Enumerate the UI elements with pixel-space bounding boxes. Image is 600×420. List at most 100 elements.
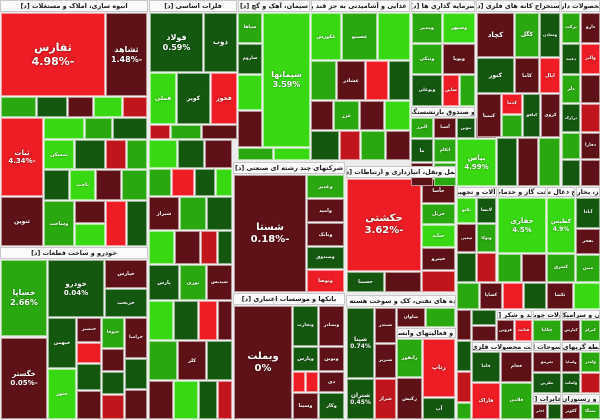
stock-tile[interactable] [581,75,600,103]
stock-tile[interactable] [202,125,237,139]
stock-tile[interactable]: کشرق [547,254,575,282]
stock-tile[interactable] [497,138,517,186]
stock-tile[interactable] [205,140,232,168]
stock-tile[interactable]: فولاد 0.59% [150,13,203,72]
stock-tile[interactable] [498,254,521,282]
sector-header[interactable]: بانکها و موسسات اعتباری [د] [233,293,345,305]
stock-tile[interactable]: اخابر [533,404,547,419]
stock-tile[interactable] [460,75,475,106]
sector-header[interactable]: ماشین آلات و تجهیزات [د] [457,187,497,197]
stock-tile[interactable]: رانفور [397,339,422,377]
stock-tile[interactable]: نمرینو [533,352,561,372]
stock-tile[interactable] [389,61,410,100]
sector-header[interactable]: عرضه برق، گاز، بخار و آب گرم [د] [576,187,600,197]
stock-tile[interactable]: وبوعلی [412,75,442,106]
stock-tile[interactable]: ثبات -4.34% [1,118,43,196]
stock-tile[interactable]: ونیکی [412,44,442,74]
stock-tile[interactable] [75,224,105,246]
stock-tile[interactable]: وتوکا [477,224,496,252]
stock-tile[interactable]: کیمیا [477,94,501,137]
stock-tile[interactable]: وغدیر [307,175,344,198]
stock-tile[interactable]: ذوب [204,13,237,72]
sector-header[interactable]: سیمان، آهک و گچ [د] [238,0,310,12]
stock-tile[interactable]: آپ [423,398,455,419]
stock-tile[interactable]: شتران 0.45% [347,379,374,419]
sector-header[interactable]: کاشی و سرامیک [د] [562,310,600,319]
stock-tile[interactable]: فملی [150,73,176,124]
stock-tile[interactable] [581,104,600,132]
stock-tile[interactable]: لابسا [477,198,496,223]
stock-tile[interactable] [106,140,126,169]
stock-tile[interactable] [581,373,600,393]
stock-tile[interactable] [311,131,339,160]
stock-tile[interactable] [149,140,177,168]
stock-tile[interactable]: قثابت [515,320,532,341]
stock-tile[interactable] [102,395,124,419]
sector-header[interactable]: هتل و رستوران [د] [562,394,600,403]
stock-tile[interactable] [75,140,105,169]
stock-tile[interactable]: بپاس 4.99% [457,139,496,186]
stock-tile[interactable]: حفاری 4.5% [498,198,546,253]
sector-header[interactable]: استخراج نفت گاز و خدمات جنبی [د] [498,187,546,197]
stock-tile[interactable]: البرز [411,118,433,138]
stock-tile[interactable]: درازک [562,104,580,132]
stock-tile[interactable]: ولملت [562,373,580,393]
stock-tile[interactable] [149,231,174,264]
stock-tile[interactable]: وکار [319,393,344,419]
stock-tile[interactable] [218,381,232,419]
stock-tile[interactable] [127,201,147,246]
stock-tile[interactable]: بفجر [576,229,600,254]
stock-tile[interactable]: دلر [562,75,580,103]
stock-tile[interactable]: دارو [581,13,600,43]
stock-tile[interactable] [174,381,198,419]
stock-tile[interactable] [472,326,496,341]
stock-tile[interactable] [238,75,262,110]
stock-tile[interactable]: خپارس [105,260,147,288]
stock-tile[interactable]: وبملت 0% [234,306,292,419]
stock-tile[interactable] [216,169,232,196]
stock-tile[interactable]: غکورش [311,13,341,60]
stock-tile[interactable] [127,140,147,169]
stock-tile[interactable]: خبهمن [48,318,76,368]
stock-tile[interactable]: ختوقا [102,318,124,348]
stock-tile[interactable] [122,170,147,200]
stock-tile[interactable] [218,231,232,264]
stock-tile[interactable] [44,170,69,200]
stock-tile[interactable]: ونوین [319,347,344,371]
stock-tile[interactable]: وساخت [44,201,74,246]
stock-tile[interactable]: پارس [149,265,179,300]
stock-tile[interactable]: ثاخت [70,170,95,200]
stock-tile[interactable] [149,341,177,380]
stock-tile[interactable]: غصینو [342,13,377,60]
stock-tile[interactable] [44,118,84,139]
stock-tile[interactable]: ثفارس -4.98% [1,13,105,96]
stock-tile[interactable] [85,118,112,139]
stock-tile[interactable]: شبریز [375,344,396,378]
stock-tile[interactable]: خنصیر [77,318,101,342]
stock-tile[interactable] [171,125,201,139]
stock-tile[interactable]: وصندوق [307,247,344,269]
stock-tile[interactable] [123,97,147,117]
stock-tile[interactable]: تکنو [457,198,476,223]
stock-tile[interactable] [77,364,101,390]
stock-tile[interactable] [386,131,410,160]
stock-tile[interactable]: اتکام [434,139,456,162]
stock-tile[interactable] [150,125,170,139]
stock-tile[interactable]: تپمپی [457,224,476,252]
stock-tile[interactable]: حکشتی -3.62% [347,179,421,271]
stock-tile[interactable]: تنوین [457,118,475,138]
stock-tile[interactable]: وتجارت [293,306,318,346]
stock-tile[interactable] [366,61,388,100]
stock-tile[interactable]: رکیش [397,378,422,419]
stock-tile[interactable]: شپدیس [207,265,232,300]
stock-tile[interactable] [238,148,273,160]
stock-tile[interactable] [361,131,385,160]
stock-tile[interactable]: وسینا [293,393,318,419]
stock-tile[interactable]: دفارا [581,133,600,159]
stock-tile[interactable]: شراز [375,379,396,419]
stock-tile[interactable]: ثنوین [1,197,43,246]
stock-tile[interactable] [457,403,471,419]
stock-tile[interactable] [360,101,384,130]
stock-tile[interactable]: کویر [177,73,210,124]
stock-tile[interactable] [199,301,217,340]
